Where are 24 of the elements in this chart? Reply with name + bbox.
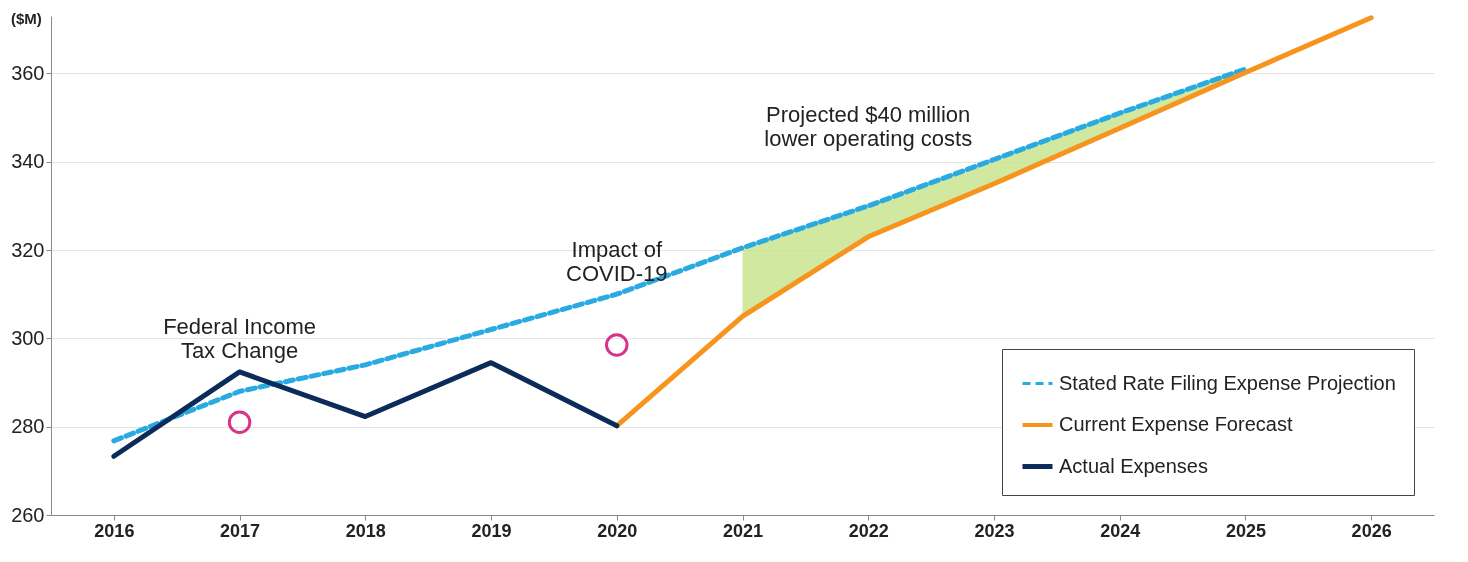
y-tick-label: 260 [11,503,45,526]
annotation: Impact of COVID-19 [566,236,668,286]
x-tick-label: 2026 [1351,520,1392,541]
x-tick-label: 2018 [345,520,386,541]
y-tick-label: 280 [11,415,45,438]
x-tick-label: 2021 [722,520,764,541]
annotation: Federal Income Tax Change [163,314,317,364]
y-tick-label: 320 [11,238,45,261]
y-tick-label: 300 [11,326,45,349]
y-axis-title: ($M) [11,10,42,27]
x-tick-label: 2025 [1225,520,1266,541]
y-tick-label: 360 [11,61,45,84]
x-tick-label: 2022 [848,520,889,541]
x-tick-label: 2016 [94,520,135,541]
legend-label: Stated Rate Filing Expense Projection [1059,371,1396,394]
x-tick-label: 2023 [974,520,1015,541]
x-tick-label: 2024 [1100,520,1141,541]
x-tick-label: 2020 [597,520,638,541]
y-tick-label: 340 [11,150,45,173]
legend-label: Actual Expenses [1059,454,1208,477]
annotation: Projected $40 million lower operating costs [764,102,973,152]
legend-label: Current Expense Forecast [1059,413,1293,435]
x-tick-label: 2017 [220,520,261,541]
x-tick-label: 2019 [471,520,512,541]
